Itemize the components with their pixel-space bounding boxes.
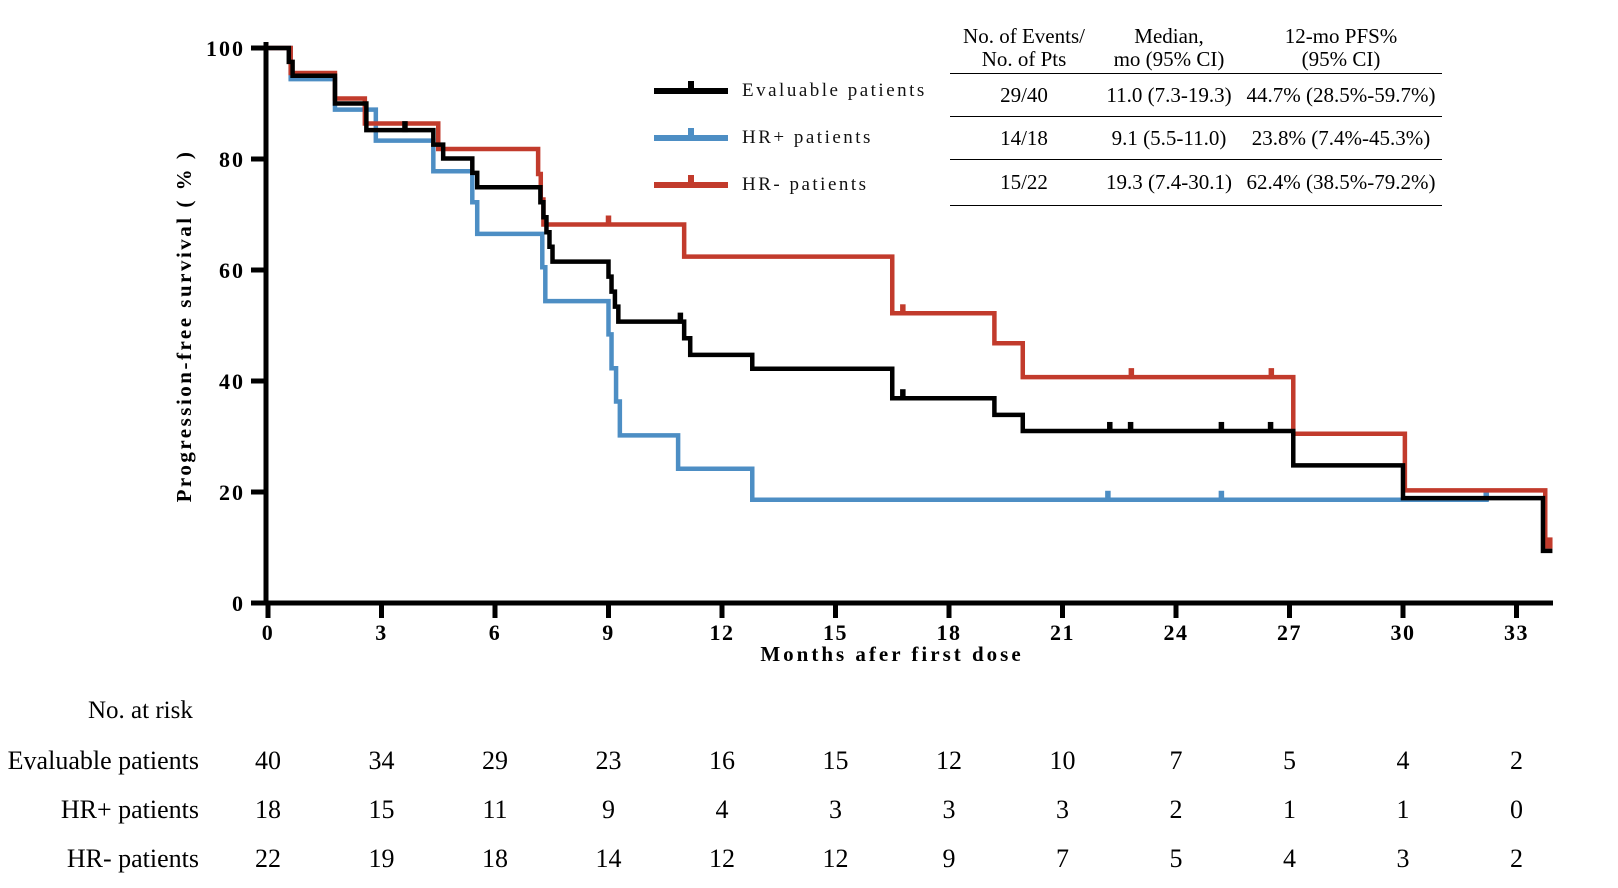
x-axis-title: Months afer first dose [760,642,1024,666]
median-cell: 9.1 (5.5-11.0) [1111,125,1227,150]
stats-row-evaluable: 29/40 11.0 (7.3-19.3) 44.7% (28.5%-59.7%… [950,74,1442,117]
risk-value: 29 [481,746,508,775]
x-tick-label-27: 27 [1277,620,1302,645]
risk-value: 4 [715,795,729,824]
stats-table-header-row: No. of Events/ No. of Pts Median, mo (95… [950,24,1442,74]
risk-value: 3 [828,795,842,824]
risk-value: 4 [1396,746,1410,775]
risk-value: 2 [1509,844,1523,873]
header-line: (95% CI) [1301,47,1381,71]
stats-table: No. of Events/ No. of Pts Median, mo (95… [950,24,1442,206]
stats-header-events: No. of Events/ No. of Pts [950,25,1098,73]
x-tick-label-24: 24 [1163,620,1188,645]
y-tick-label-20: 20 [219,480,245,505]
pfs12-cell: 23.8% (7.4%-45.3%) [1251,125,1431,150]
censor-tick-icon [688,128,694,141]
legend-line-swatch-red [654,175,728,188]
risk-value: 16 [708,746,735,775]
risk-value: 3 [1055,795,1069,824]
x-tick-label-30: 30 [1390,620,1415,645]
risk-row-label-evaluable: Evaluable patients [7,746,199,775]
x-tick-label-15: 15 [823,620,848,645]
risk-value: 18 [255,795,281,824]
risk-value: 2 [1169,795,1183,824]
risk-value: 15 [368,795,395,824]
risk-value: 15 [822,746,849,775]
stats-header-pfs12: 12-mo PFS% (95% CI) [1240,25,1442,73]
risk-value: 7 [1055,844,1069,873]
risk-value: 19 [368,844,395,873]
median-cell: 11.0 (7.3-19.3) [1106,82,1232,107]
y-axis-title: Progression-free survival ( % ) [172,149,196,503]
km-curve-hr-patients [268,45,1489,503]
risk-value: 7 [1169,746,1183,775]
risk-value: 4 [1282,844,1296,873]
risk-value: 40 [255,746,281,775]
risk-value: 12 [708,844,735,873]
risk-value: 12 [935,746,962,775]
risk-value: 1 [1396,795,1410,824]
header-line: mo (95% CI) [1113,47,1225,71]
risk-row-label-hr-minus: HR- patients [66,844,199,873]
x-tick-label-18: 18 [936,620,961,645]
legend-label: HR+ patients [742,127,873,148]
stats-row-hr-plus: 14/18 9.1 (5.5-11.0) 23.8% (7.4%-45.3%) [950,117,1442,160]
legend-line-swatch-black [654,81,728,94]
y-tick-label-80: 80 [219,147,245,172]
risk-value: 22 [255,844,281,873]
y-tick-label-0: 0 [232,591,245,616]
x-tick-label-6: 6 [489,620,502,645]
x-tick-label-9: 9 [602,620,615,645]
risk-value: 3 [942,795,956,824]
km-curve-hr-patients [268,45,1553,549]
pfs12-cell: 62.4% (38.5%-79.2%) [1246,170,1436,194]
header-line: 12-mo PFS% [1284,24,1398,48]
censor-tick-icon [688,175,694,188]
x-tick-label-0: 0 [262,620,275,645]
risk-value: 11 [482,795,508,824]
risk-value: 1 [1282,795,1296,824]
pfs12-cell: 44.7% (28.5%-59.7%) [1246,82,1436,107]
x-tick-label-21: 21 [1050,620,1075,645]
risk-value: 9 [601,795,615,824]
risk-value: 10 [1049,746,1076,775]
risk-value: 3 [1396,844,1410,873]
header-line: No. of Events/ [963,24,1085,48]
risk-value: 23 [595,746,622,775]
risk-table-title: No. at risk [88,697,193,724]
x-tick-label-33: 33 [1504,620,1529,645]
risk-row-label-hr-plus: HR+ patients [60,795,199,824]
risk-value: 0 [1509,795,1523,824]
y-tick-label-40: 40 [219,369,245,394]
x-tick-label-3: 3 [375,620,388,645]
risk-value: 34 [368,746,395,775]
km-curve-evaluable-patients [268,45,1553,554]
legend-line-swatch-blue [654,128,728,141]
censor-tick-icon [688,81,694,94]
risk-value: 18 [481,844,508,873]
legend-label: HR- patients [742,174,869,195]
header-line: No. of Pts [981,47,1067,71]
risk-value: 12 [822,844,849,873]
risk-value: 5 [1169,844,1183,873]
events-cell: 15/22 [1000,170,1048,194]
y-tick-label-100: 100 [206,36,245,61]
header-line: Median, [1134,24,1204,48]
stats-header-median: Median, mo (95% CI) [1098,25,1240,73]
risk-value: 2 [1509,746,1523,775]
risk-value: 9 [942,844,956,873]
x-tick-label-12: 12 [709,620,734,645]
events-cell: 14/18 [1000,125,1048,150]
y-tick-label-60: 60 [219,258,245,283]
events-cell: 29/40 [1000,82,1048,107]
risk-value: 14 [595,844,622,873]
risk-value: 5 [1282,746,1296,775]
stats-row-hr-minus: 15/22 19.3 (7.4-30.1) 62.4% (38.5%-79.2%… [950,160,1442,206]
median-cell: 19.3 (7.4-30.1) [1106,170,1232,194]
legend-label: Evaluable patients [742,80,927,101]
